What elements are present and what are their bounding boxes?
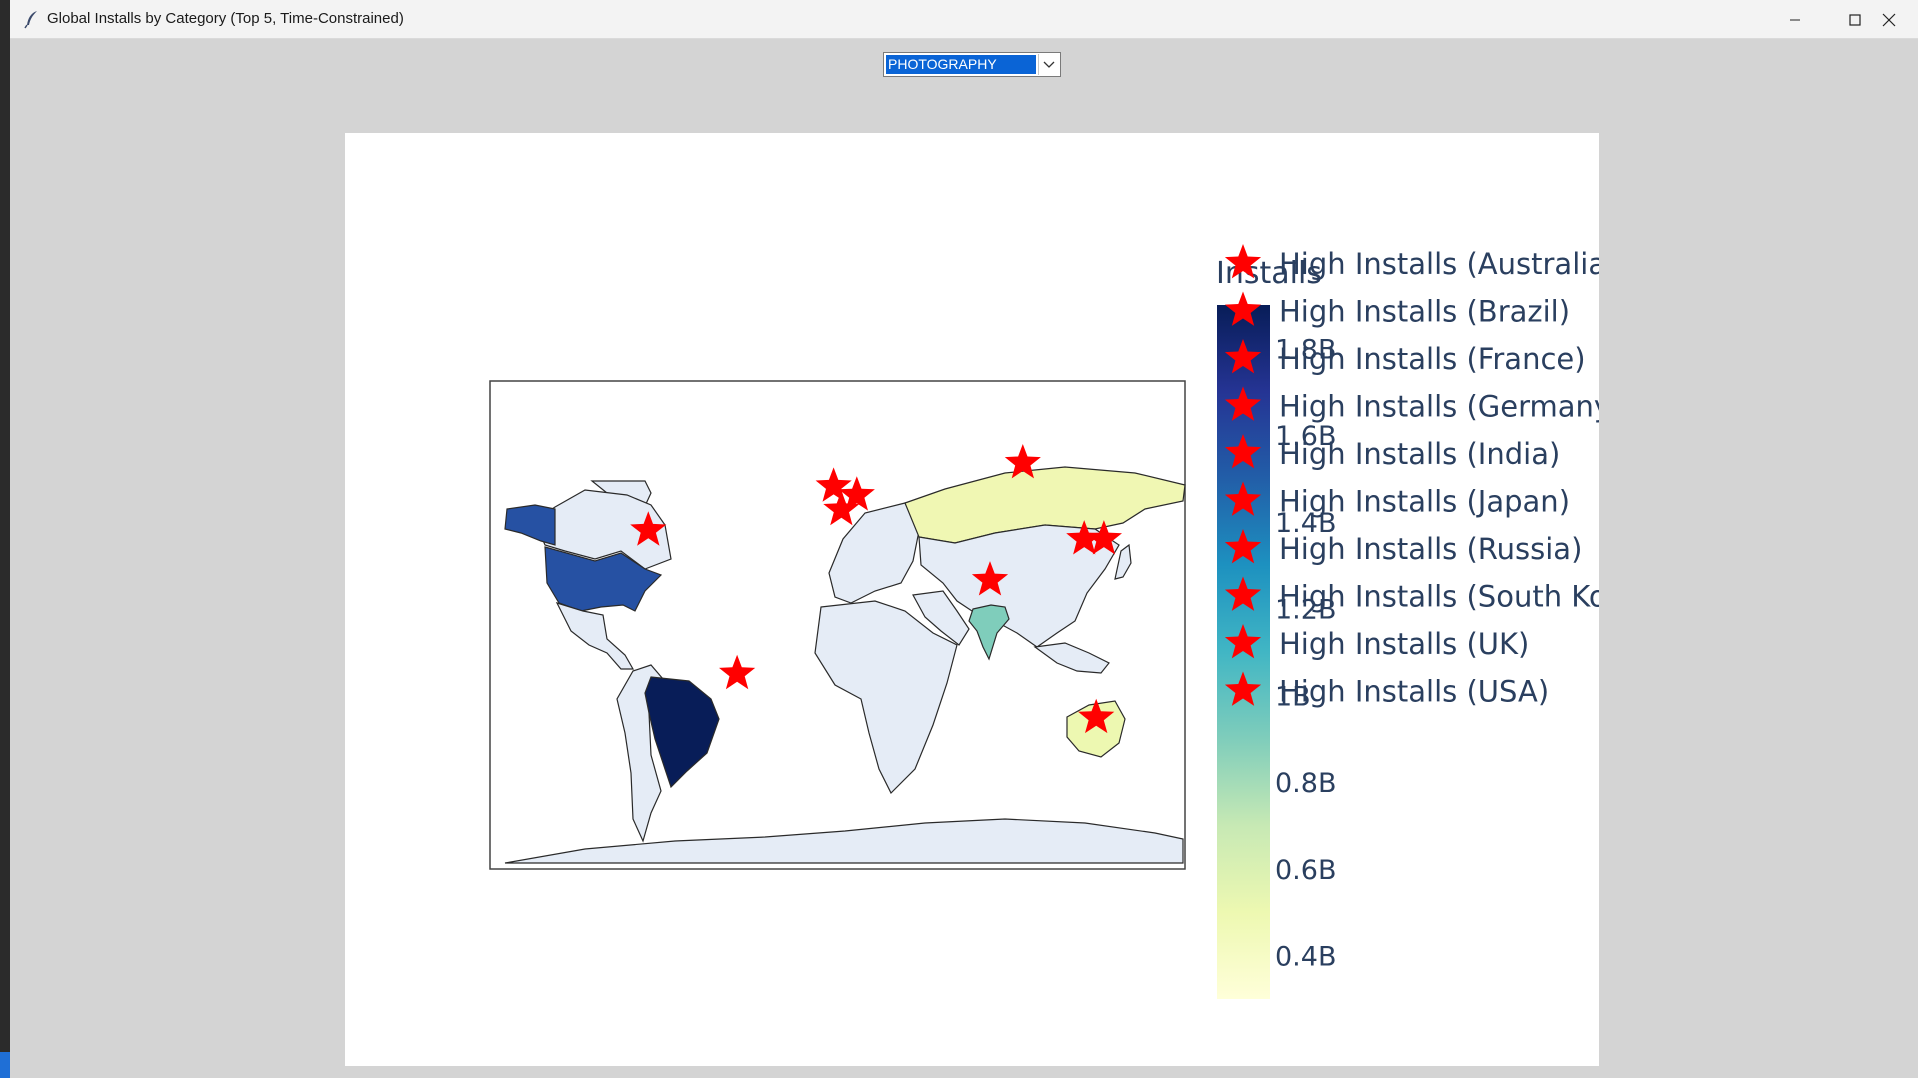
legend-item[interactable]: High Installs (South Korea) [1224,576,1599,614]
land-asia [918,524,1120,648]
legend-label: High Installs (UK) [1279,627,1529,661]
legend-label: High Installs (India) [1279,437,1560,471]
colorbar-tick-label: 1B [1275,681,1311,712]
legend-label: High Installs (France) [1279,342,1586,376]
dropdown-arrow-button[interactable] [1038,54,1059,75]
legend-star-icon [1224,244,1262,279]
land-japan [1114,543,1132,580]
legend-label: High Installs (Russia) [1279,532,1582,566]
feather-icon [22,9,42,29]
colorbar-tick-label: 0.6B [1275,855,1336,886]
legend-label: High Installs (USA) [1279,675,1549,709]
taskbar-edge [0,1052,10,1078]
colorbar-tick-label: 1.6B [1275,421,1336,452]
colorbar-tick-label: 0.8B [1275,768,1336,799]
legend-label: High Installs (Japan) [1279,485,1570,519]
legend-star-icon [1224,671,1262,706]
marker-star-france[interactable] [823,490,860,526]
legend-item[interactable]: High Installs (Brazil) [1224,291,1570,329]
legend-label: High Installs (Germany) [1279,390,1599,424]
chevron-down-icon [1043,61,1055,68]
legend: High Installs (Australia) High Installs (… [1224,244,1599,709]
legend-star-icon [1224,386,1262,421]
marker-star-india[interactable] [971,561,1009,596]
legend-star-icon [1224,576,1262,611]
colorbar-tick-label: 1.2B [1275,595,1336,626]
marker-star-brazil[interactable] [719,654,756,690]
marker-star-russia[interactable] [1004,444,1041,479]
world-land [504,466,1186,864]
legend-label: High Installs (Brazil) [1279,295,1570,329]
marker-star-south-korea[interactable] [1066,520,1103,555]
minimize-button[interactable] [1766,0,1824,39]
legend-item[interactable]: High Installs (UK) [1224,624,1529,661]
maximize-button[interactable] [1826,0,1884,39]
close-button[interactable] [1860,0,1918,39]
legend-item[interactable]: High Installs (Australia) [1224,244,1599,281]
legend-item[interactable]: High Installs (India) [1224,434,1560,471]
land-africa [814,600,958,795]
legend-star-icon [1224,434,1262,469]
app-window: Global Installs by Category (Top 5, Time… [10,0,1918,1078]
land-brazil [644,676,720,789]
legend-star-icon [1224,529,1262,564]
legend-item[interactable]: High Installs (France) [1224,339,1586,376]
land-india [968,604,1010,661]
land-alaska [504,504,556,546]
title-bar[interactable]: Global Installs by Category (Top 5, Time… [10,0,1918,39]
legend-star-icon [1224,339,1262,374]
legend-label: High Installs (Australia) [1279,247,1599,281]
marker-star-uk[interactable] [815,467,852,502]
marker-layer [630,444,1122,734]
land-middle-east [912,590,970,646]
colorbar-tick-label: 0.4B [1275,942,1336,973]
legend-star-icon [1224,481,1262,516]
legend-star-icon [1224,291,1262,326]
marker-star-japan[interactable] [1085,520,1122,555]
land-mexico-central [555,602,635,670]
legend-item[interactable]: High Installs (Russia) [1224,529,1583,566]
category-dropdown[interactable]: PHOTOGRAPHY [883,52,1061,77]
window-title: Global Installs by Category (Top 5, Time… [47,10,404,27]
close-icon [1882,13,1896,26]
category-selected-value: PHOTOGRAPHY [886,55,1036,74]
legend-star-icon [1224,624,1262,659]
maximize-icon [1849,13,1861,26]
colorbar-tick-label: 1.4B [1275,508,1336,539]
desktop-edge [0,0,10,1078]
legend-item[interactable]: High Installs (Germany) [1224,386,1599,424]
legend-label: High Installs (South Korea) [1279,580,1599,614]
marker-star-usa[interactable] [630,511,667,546]
land-antarctica [504,818,1184,864]
chart-panel: 1.8B 1.6B 1.4B 1.2B 1B 0.8B 0.6B 0.4B Installs … [345,133,1599,1066]
legend-item[interactable]: High Installs (Japan) [1224,481,1570,519]
land-europe [828,502,920,604]
land-southeast-asia [1033,642,1110,674]
minimize-icon [1790,19,1800,20]
legend-item[interactable]: High Installs (USA) [1224,671,1549,709]
colorbar-gradient [1217,305,1270,999]
colorbar-ticks: 1.8B 1.6B 1.4B 1.2B 1B 0.8B 0.6B 0.4B [1275,334,1336,972]
marker-star-germany[interactable] [838,476,875,511]
colorbar-tick-label: 1.8B [1275,334,1336,365]
marker-star-australia[interactable] [1078,698,1115,734]
